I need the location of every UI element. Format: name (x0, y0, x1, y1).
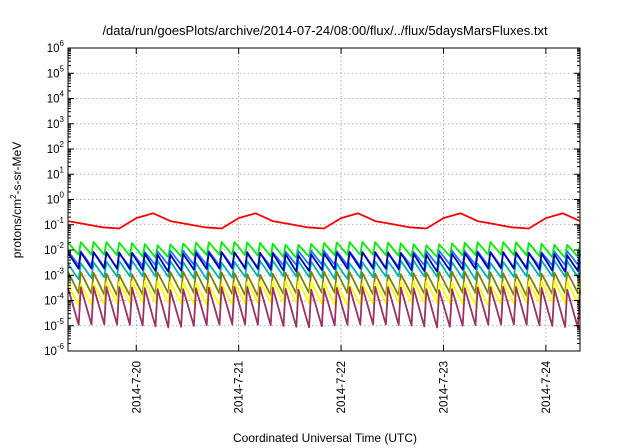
y-tick-label: 100 (47, 191, 65, 207)
series-line (67, 285, 581, 329)
y-tick-label: 10-5 (44, 317, 64, 333)
x-tick-label: 2014-7-22 (336, 361, 348, 413)
series-line (67, 270, 581, 297)
series-line (67, 259, 581, 281)
y-tick-label: 106 (47, 39, 65, 55)
series-line (67, 280, 581, 307)
y-tick-label: 10-1 (44, 216, 64, 232)
y-tick-label: 101 (47, 165, 65, 181)
series-line (67, 212, 581, 230)
y-tick-label: 10-4 (44, 292, 64, 308)
y-axis-ticks: 10-6 10-5 10-4 10-3 10-2 10-1 100 101 102 103 104 1… (44, 39, 580, 358)
x-tick-label: 2014-7-24 (541, 360, 553, 413)
x-axis-ticks: 2014-7-20 2014-7-21 2014-7-22 2014-7-23 2014… (131, 48, 553, 413)
series-line (67, 251, 581, 273)
x-axis-label: Coordinated Universal Time (UTC) (233, 431, 417, 445)
y-tick-label: 103 (47, 115, 65, 131)
y-tick-label: 102 (47, 140, 65, 156)
y-tick-label: 10-3 (44, 266, 64, 282)
y-axis-label: protons/cm2-s-sr-MeV (9, 142, 24, 258)
x-tick-label: 2014-7-23 (438, 361, 450, 413)
y-tick-label: 10-2 (44, 241, 64, 257)
series-line (67, 241, 581, 259)
y-tick-label: 105 (47, 64, 65, 80)
y-tick-label: 10-6 (44, 342, 64, 358)
series-layer (67, 212, 581, 329)
x-tick-label: 2014-7-21 (234, 361, 246, 413)
y-tick-label: 104 (47, 90, 65, 106)
chart-title: /data/run/goesPlots/archive/2014-07-24/0… (102, 23, 548, 38)
x-tick-label: 2014-7-20 (131, 361, 143, 413)
